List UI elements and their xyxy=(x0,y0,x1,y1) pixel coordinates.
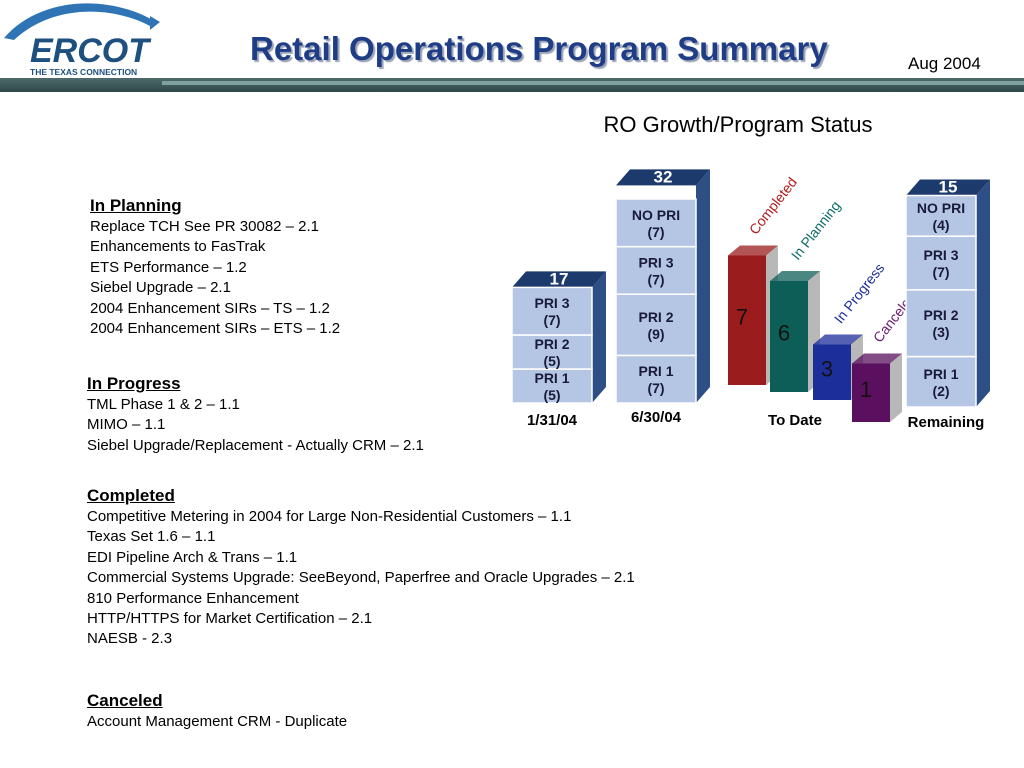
completed-section: Completed Competitive Metering in 2004 f… xyxy=(87,485,635,650)
list-item: TML Phase 1 & 2 – 1.1 xyxy=(87,396,240,413)
stack-segment xyxy=(905,355,977,408)
in-planning-section: In Planning Replace TCH See PR 30082 – 2… xyxy=(90,195,340,339)
stack-side-face xyxy=(696,169,710,403)
segment-name-label: PRI 1 xyxy=(534,370,569,386)
ercot-logo: ERCOT THE TEXAS CONNECTION xyxy=(4,3,160,77)
segment-name-label: PRI 3 xyxy=(534,295,569,311)
stack-total-label: 15 xyxy=(939,178,958,197)
slide-header: ERCOT THE TEXAS CONNECTION Retail Operat… xyxy=(0,0,1024,92)
segment-value-label: (7) xyxy=(932,264,949,280)
in-progress-heading: In Progress xyxy=(87,374,181,393)
list-item: Siebel Upgrade/Replacement - Actually CR… xyxy=(87,436,424,454)
canceled-section: Canceled Account Management CRM - Duplic… xyxy=(87,690,347,732)
todate-series-label: In Planning xyxy=(788,198,844,263)
list-item: Competitive Metering in 2004 for Large N… xyxy=(87,508,572,525)
segment-value-label: (5) xyxy=(543,353,560,369)
list-item: EDI Pipeline Arch & Trans – 1.1 xyxy=(87,548,298,566)
todate-bar-front xyxy=(770,281,808,392)
stack-category-label: 1/31/04 xyxy=(527,412,578,429)
list-item: Siebel Upgrade – 2.1 xyxy=(90,279,231,297)
segment-value-label: (5) xyxy=(543,387,560,403)
segment-name-label: PRI 2 xyxy=(534,336,569,352)
list-item: HTTP/HTTPS for Market Certification – 2.… xyxy=(87,610,373,628)
stack-top-face xyxy=(906,179,990,196)
todate-value-label: 6 xyxy=(778,321,790,346)
report-date: Aug 2004 xyxy=(908,54,981,73)
todate-bar-top xyxy=(852,353,902,364)
segment-value-label: (2) xyxy=(932,383,949,399)
segment-name-label: PRI 2 xyxy=(923,307,958,323)
segment-value-label: (9) xyxy=(647,326,664,342)
list-item: Replace TCH See PR 30082 – 2.1 xyxy=(90,218,320,235)
list-item: Texas Set 1.6 – 1.1 xyxy=(87,528,216,546)
stack-category-label: Remaining xyxy=(908,414,985,431)
todate-bar-top xyxy=(813,334,863,345)
completed-heading: Completed xyxy=(87,486,175,505)
header-rule xyxy=(0,78,1024,92)
stack-segment xyxy=(615,293,697,357)
todate-value-label: 1 xyxy=(860,377,872,402)
stack-segment xyxy=(511,368,593,404)
page-title: Retail Operations Program Summary xyxy=(250,30,828,67)
segment-name-label: PRI 1 xyxy=(638,363,673,379)
list-item: Enhancements to FasTrak xyxy=(90,238,266,256)
segment-value-label: (7) xyxy=(543,312,560,328)
todate-series-label: In Progress xyxy=(831,260,888,326)
stack-top-face xyxy=(512,271,606,288)
todate-bar-top xyxy=(728,245,778,256)
stack-segment xyxy=(615,245,697,295)
logo-tagline: THE TEXAS CONNECTION xyxy=(30,67,137,77)
list-item: 2004 Enhancement SIRs – ETS – 1.2 xyxy=(90,320,341,338)
stack-side-face xyxy=(592,271,606,403)
todate-bar-front xyxy=(728,255,766,385)
logo-swoosh xyxy=(4,3,156,40)
stack-segment xyxy=(615,354,697,404)
stack-segment xyxy=(511,286,593,336)
segment-name-label: PRI 3 xyxy=(638,254,673,270)
list-item: 2004 Enhancement SIRs – TS – 1.2 xyxy=(90,299,330,317)
stack-segment xyxy=(905,235,977,291)
todate-series-label: Completed xyxy=(746,174,800,237)
segment-name-label: NO PRI xyxy=(632,207,680,223)
stack-side-face xyxy=(976,179,990,407)
canceled-heading: Canceled xyxy=(87,691,163,710)
segment-value-label: (7) xyxy=(647,271,664,287)
todate-bar-side xyxy=(890,353,902,422)
stack-top-face xyxy=(616,169,710,186)
list-item: MIMO – 1.1 xyxy=(87,416,166,434)
stack-segment xyxy=(511,334,593,370)
logo-wordmark: ERCOT xyxy=(30,32,152,70)
list-item: Commercial Systems Upgrade: SeeBeyond, P… xyxy=(87,569,635,587)
list-item: 810 Performance Enhancement xyxy=(87,589,299,607)
segment-name-label: PRI 3 xyxy=(923,247,958,263)
stack-segment xyxy=(905,194,977,237)
stack-total-label: 32 xyxy=(654,167,673,186)
todate-value-label: 7 xyxy=(736,304,748,329)
stack-segment xyxy=(905,289,977,358)
chart-title: RO Growth/Program Status xyxy=(604,112,873,137)
segment-value-label: (7) xyxy=(647,224,664,240)
in-progress-section: In Progress TML Phase 1 & 2 – 1.1 MIMO –… xyxy=(87,373,424,456)
in-planning-heading: In Planning xyxy=(90,196,182,215)
todate-category-label: To Date xyxy=(768,412,822,429)
todate-value-label: 3 xyxy=(821,356,833,381)
segment-value-label: (4) xyxy=(932,217,949,233)
stack-total-label: 17 xyxy=(550,269,569,288)
todate-bar-front xyxy=(813,344,851,400)
list-item: ETS Performance – 1.2 xyxy=(90,258,247,276)
segment-value-label: (7) xyxy=(647,380,664,396)
list-item: NAESB - 2.3 xyxy=(87,630,173,648)
list-item: Account Management CRM - Duplicate xyxy=(87,713,348,730)
stack-category-label: 6/30/04 xyxy=(631,409,682,426)
segment-value-label: (3) xyxy=(932,324,949,340)
todate-bar-top xyxy=(770,271,820,281)
todate-bar-front xyxy=(852,363,890,422)
stack-segment xyxy=(615,198,697,248)
segment-name-label: PRI 1 xyxy=(923,366,958,382)
segment-name-label: PRI 2 xyxy=(638,309,673,325)
segment-name-label: NO PRI xyxy=(917,200,965,216)
